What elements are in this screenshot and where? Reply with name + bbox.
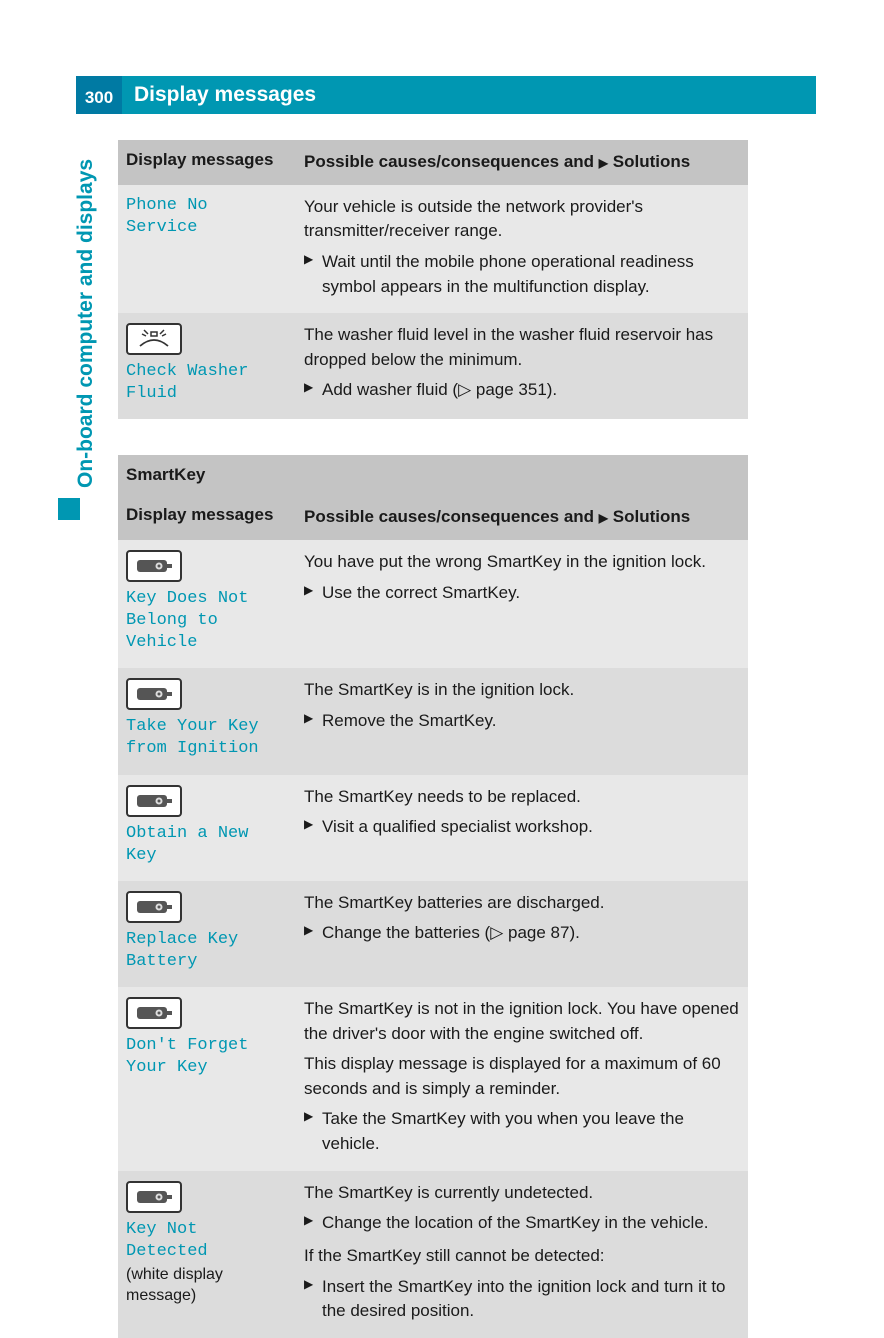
solution-text: Change the batteries (▷ page 87). <box>304 921 740 946</box>
page-title: Display messages <box>122 76 816 114</box>
solution-text: Wait until the mobile phone operational … <box>304 250 740 299</box>
col-sol-prefix: Possible causes/consequences and <box>304 507 599 526</box>
solution-text: Visit a qualified specialist workshop. <box>304 815 740 840</box>
cause-text: Your vehicle is outside the network prov… <box>304 195 740 244</box>
cause-text: You have put the wrong SmartKey in the i… <box>304 550 740 575</box>
section-title-smartkey: SmartKey <box>118 455 748 495</box>
table-row: Replace Key Battery The SmartKey batteri… <box>118 881 748 987</box>
table-row: Phone No Service Your vehicle is outside… <box>118 185 748 314</box>
column-header-solutions: Possible causes/consequences and ▶ Solut… <box>296 140 748 185</box>
cause-text: The SmartKey is not in the ignition lock… <box>304 997 740 1046</box>
display-message: Obtain a New Key <box>126 823 288 867</box>
cause-text: The SmartKey needs to be replaced. <box>304 785 740 810</box>
table-row: Key Does Not Belong to Vehicle You have … <box>118 540 748 668</box>
page-content: Display messages Possible causes/consequ… <box>118 140 748 1338</box>
table-row: Don't Forget Your Key The SmartKey is no… <box>118 987 748 1171</box>
triangle-icon: ▶ <box>599 511 608 525</box>
display-message: Check Washer Fluid <box>126 361 288 405</box>
solution-text: Use the correct SmartKey. <box>304 581 740 606</box>
col-sol-prefix: Possible causes/consequences and <box>304 152 599 171</box>
cause-text: The SmartKey is currently undetected. <box>304 1181 740 1206</box>
display-message-note: (white display message) <box>126 1265 288 1307</box>
display-message: Key Not Detected <box>126 1219 288 1263</box>
section-side-label: On-board computer and displays <box>74 159 98 488</box>
table-row: Obtain a New Key The SmartKey needs to b… <box>118 775 748 881</box>
solution-text: Add washer fluid (▷ page 351). <box>304 378 740 403</box>
table-row: Check Washer Fluid The washer fluid leve… <box>118 313 748 419</box>
cause-text: This display message is displayed for a … <box>304 1052 740 1101</box>
col-sol-suffix: Solutions <box>608 507 690 526</box>
display-message: Don't Forget Your Key <box>126 1035 288 1079</box>
column-header-messages: Display messages <box>118 495 296 540</box>
smartkey-icon <box>126 1181 182 1213</box>
display-message: Take Your Key from Ignition <box>126 716 288 760</box>
display-message: Phone No Service <box>126 195 288 239</box>
section-tab-marker <box>58 498 80 520</box>
cause-text: The washer fluid level in the washer flu… <box>304 323 740 372</box>
smartkey-icon <box>126 997 182 1029</box>
messages-table-1: Display messages Possible causes/consequ… <box>118 140 748 419</box>
page-number: 300 <box>76 76 122 114</box>
solution-text: Remove the SmartKey. <box>304 709 740 734</box>
display-message: Replace Key Battery <box>126 929 288 973</box>
column-header-solutions: Possible causes/consequences and ▶ Solut… <box>296 495 748 540</box>
solution-text: Insert the SmartKey into the ignition lo… <box>304 1275 740 1324</box>
page-header: 300 Display messages <box>76 76 816 114</box>
cause-text: The SmartKey is in the ignition lock. <box>304 678 740 703</box>
solution-text: Change the location of the SmartKey in t… <box>304 1211 740 1236</box>
smartkey-icon <box>126 891 182 923</box>
messages-table-2: Display messages Possible causes/consequ… <box>118 495 748 1338</box>
display-message: Key Does Not Belong to Vehicle <box>126 588 288 654</box>
table-row: Take Your Key from Ignition The SmartKey… <box>118 668 748 774</box>
triangle-icon: ▶ <box>599 156 608 170</box>
cause-text: If the SmartKey still cannot be detected… <box>304 1244 740 1269</box>
col-sol-suffix: Solutions <box>608 152 690 171</box>
smartkey-icon <box>126 785 182 817</box>
solution-text: Take the SmartKey with you when you leav… <box>304 1107 740 1156</box>
table-row: Key Not Detected (white display message)… <box>118 1171 748 1338</box>
washer-fluid-icon <box>126 323 182 355</box>
cause-text: The SmartKey batteries are discharged. <box>304 891 740 916</box>
smartkey-icon <box>126 550 182 582</box>
smartkey-icon <box>126 678 182 710</box>
column-header-messages: Display messages <box>118 140 296 185</box>
